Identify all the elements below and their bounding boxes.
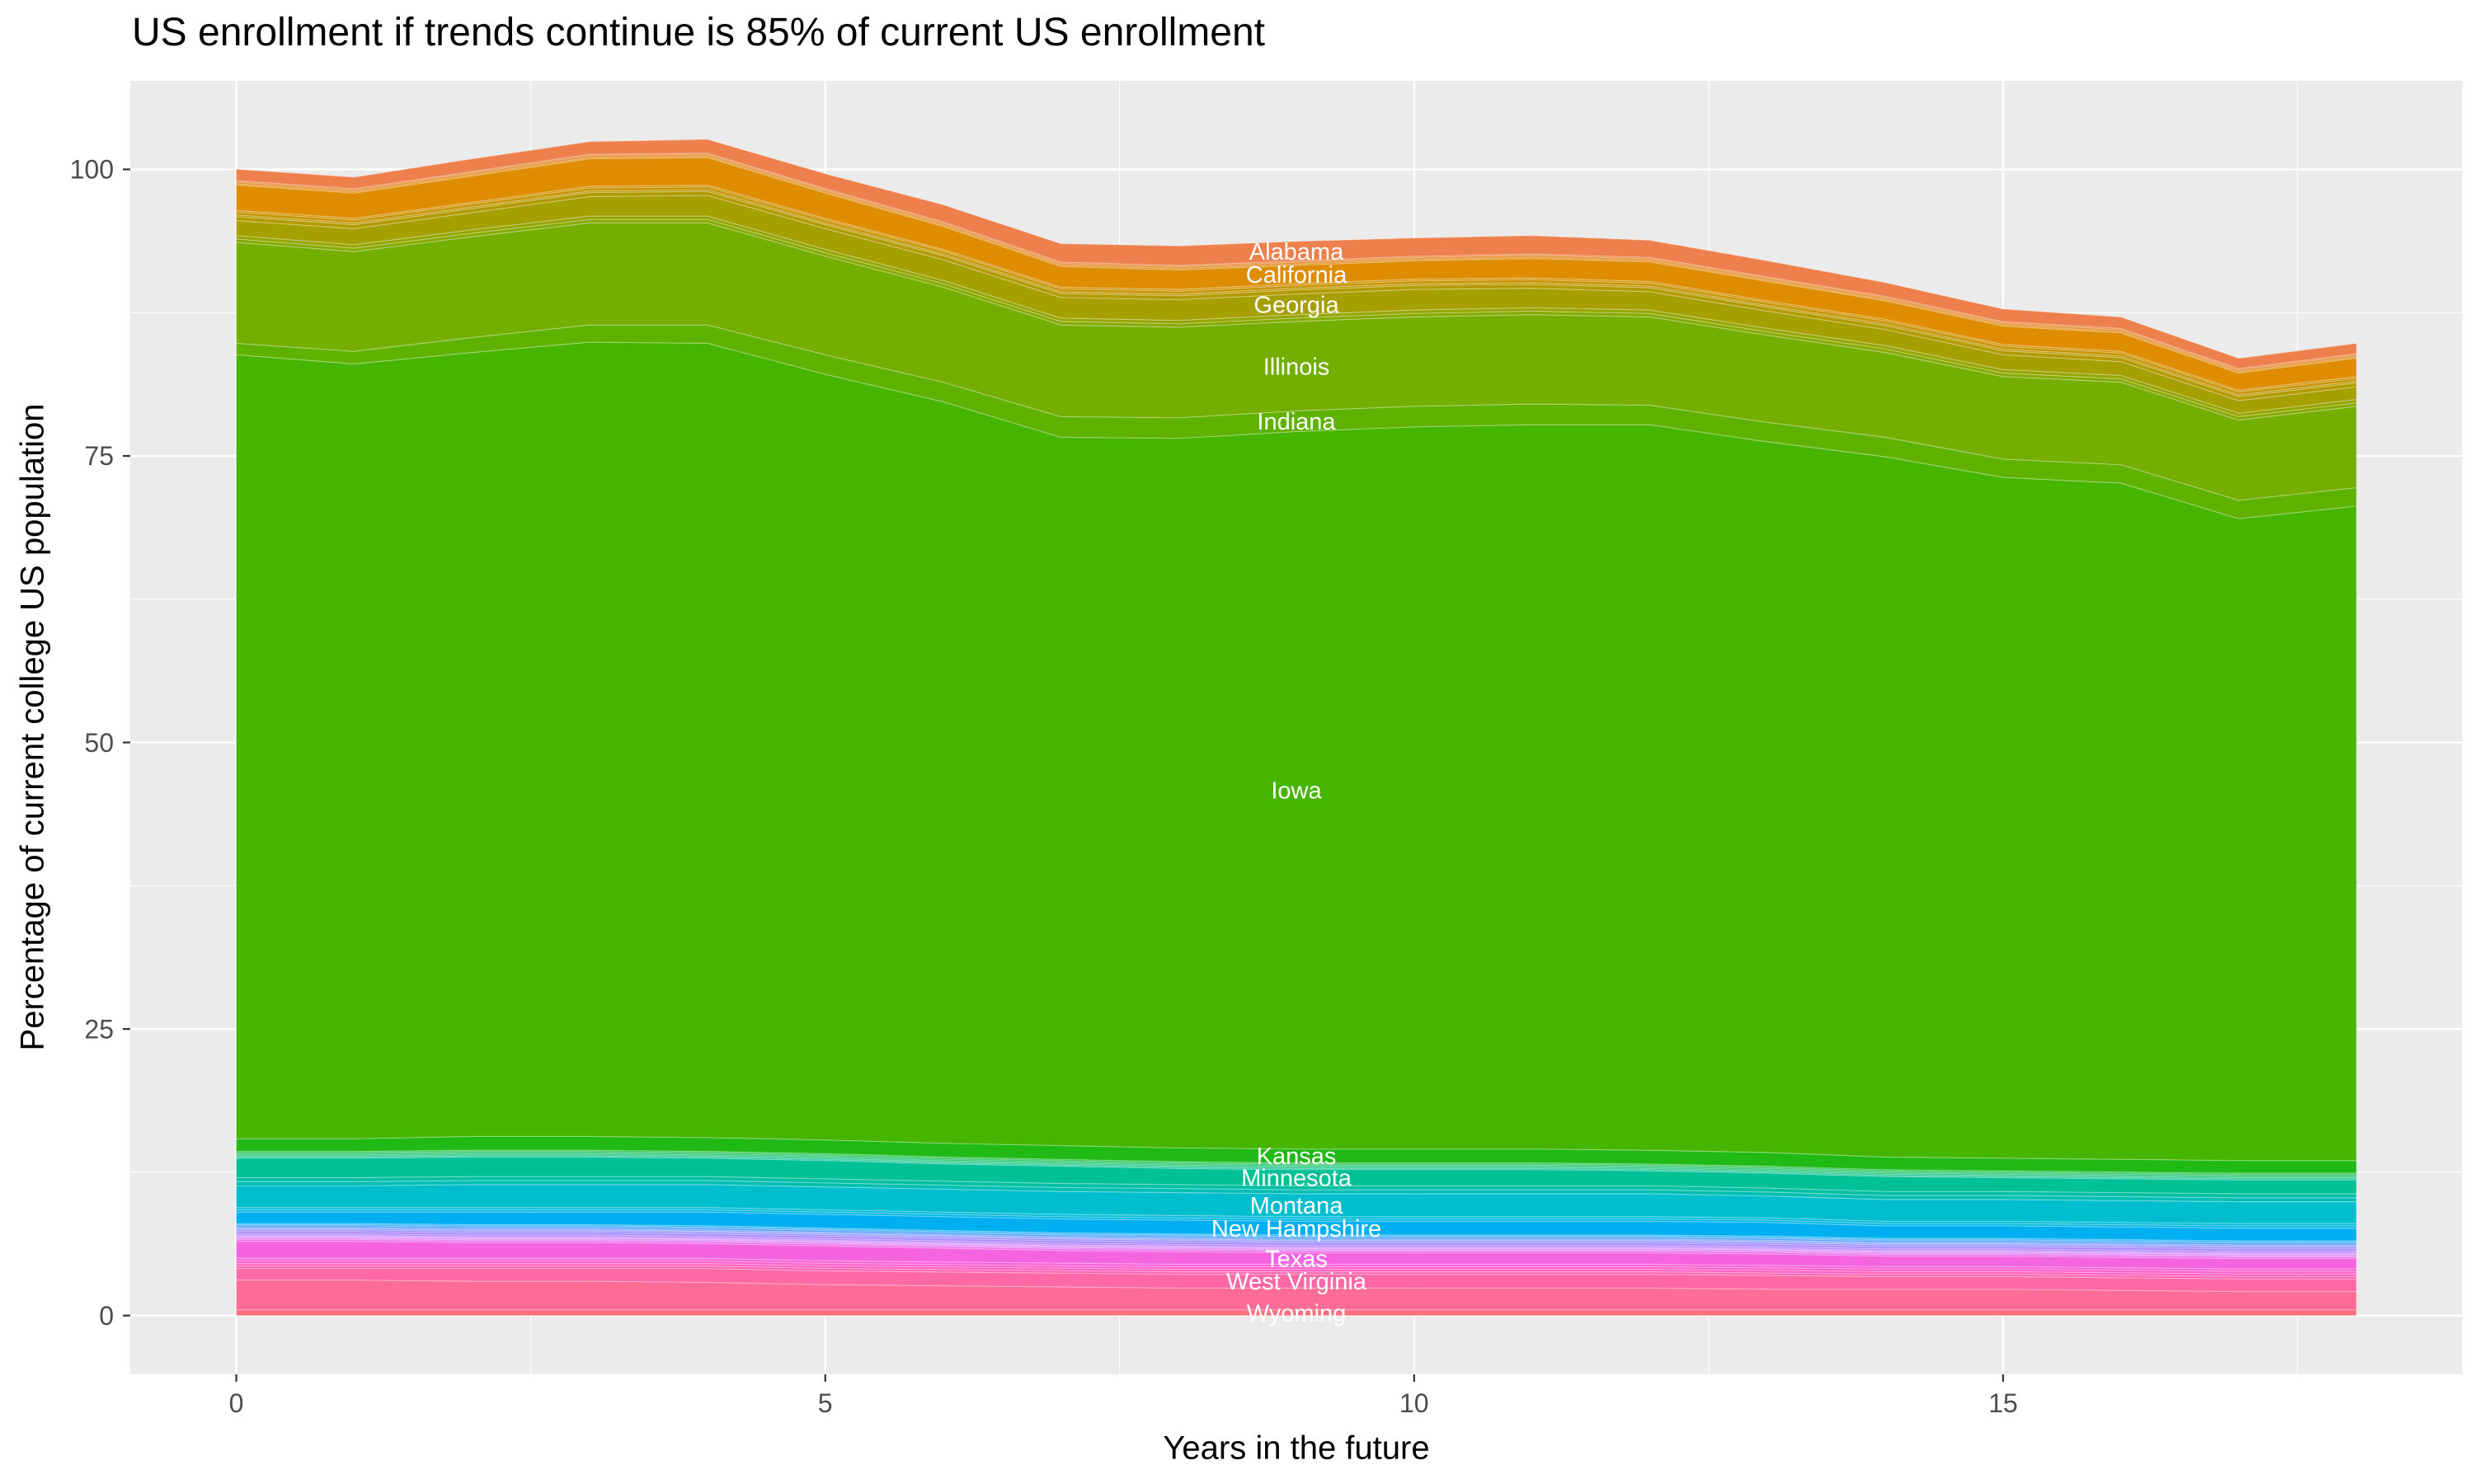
page-title: US enrollment if trends continue is 85% … (132, 11, 1265, 54)
band-virginia (235, 1263, 2358, 1277)
band-new-york (235, 1225, 2358, 1246)
band-ohio (235, 1229, 2358, 1250)
band-oklahoma (235, 1231, 2358, 1252)
y-axis-title: Percentage of current college US populat… (14, 403, 51, 1051)
band-wisconsin (235, 1280, 2358, 1311)
band-kentucky (235, 1149, 2358, 1175)
band-north-dakota (235, 1228, 2358, 1248)
band-arkansas (235, 155, 2358, 374)
band-florida (235, 190, 2358, 402)
band-new-hampshire (235, 1211, 2358, 1242)
band-texas (235, 1241, 2358, 1270)
y-tick-label: 0 (99, 1301, 114, 1331)
band-label-wyoming: Wyoming (1247, 1300, 1347, 1327)
y-tick-label: 75 (84, 441, 114, 471)
band-illinois (235, 222, 2358, 501)
x-tick-label: 15 (1988, 1388, 2018, 1418)
band-georgia (235, 195, 2358, 414)
band-vermont (235, 1260, 2358, 1275)
x-axis-title: Years in the future (1163, 1430, 1430, 1467)
x-tick-label: 10 (1399, 1388, 1429, 1418)
band-oregon (235, 1233, 2358, 1254)
band-new-jersey (235, 1223, 2358, 1242)
band-south-carolina (235, 1237, 2358, 1256)
band-label-indiana: Indiana (1257, 409, 1336, 435)
band-south-dakota (235, 1237, 2358, 1257)
band-kansas (235, 1135, 2358, 1174)
band-label-iowa: Iowa (1271, 778, 1322, 805)
band-idaho (235, 218, 2358, 421)
band-alabama (235, 139, 2358, 369)
band-mississippi (235, 1176, 2358, 1199)
band-pennsylvania (235, 1235, 2358, 1255)
band-connecticut (235, 186, 2358, 396)
band-colorado (235, 184, 2358, 393)
band-label-alabama: Alabama (1249, 239, 1344, 265)
x-tick-label: 0 (229, 1388, 244, 1418)
band-tennessee (235, 1238, 2358, 1259)
band-label-new-hampshire: New Hampshire (1211, 1216, 1381, 1242)
band-hawaii (235, 215, 2358, 417)
y-tick-label: 100 (70, 155, 114, 185)
axes: 0 5 10 15 0 25 50 75 100 (70, 155, 2018, 1418)
band-label-minnesota: Minnesota (1241, 1166, 1352, 1192)
band-delaware (235, 189, 2358, 397)
band-label-montana: Montana (1250, 1193, 1344, 1219)
band-maine (235, 1152, 2358, 1177)
band-label-georgia: Georgia (1253, 292, 1339, 318)
band-west-virginia (235, 1268, 2358, 1293)
band-label-illinois: Illinois (1263, 354, 1330, 380)
band-label-kansas: Kansas (1257, 1144, 1337, 1170)
band-alaska (235, 153, 2358, 371)
y-tick-label: 50 (84, 728, 114, 758)
band-washington (235, 1266, 2358, 1280)
x-tick-label: 5 (818, 1388, 833, 1418)
band-michigan (235, 1155, 2358, 1181)
band-utah (235, 1257, 2358, 1272)
band-arizona (235, 153, 2358, 373)
band-missouri (235, 1180, 2358, 1203)
band-rhode-island (235, 1236, 2358, 1256)
stacked-areas (235, 139, 2358, 1317)
band-massachusetts (235, 1154, 2358, 1180)
band-label-west-virginia: West Virginia (1226, 1269, 1367, 1295)
band-indiana (235, 324, 2358, 519)
band-label-texas: Texas (1265, 1247, 1328, 1273)
y-tick-label: 25 (84, 1014, 114, 1044)
band-label-california: California (1246, 262, 1348, 289)
band-maryland (235, 1153, 2358, 1178)
